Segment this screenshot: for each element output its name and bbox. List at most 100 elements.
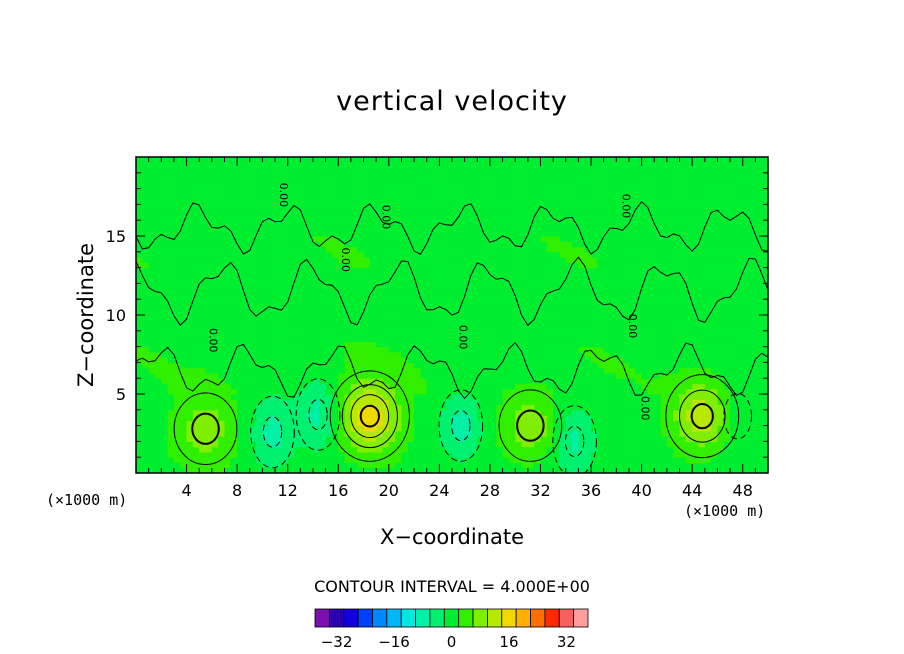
contour-cell [603,457,611,464]
contour-cell [647,409,655,416]
contour-cell [742,441,750,448]
contour-cell [553,209,561,216]
contour-cell [666,372,674,379]
contour-cell [584,283,592,290]
contour-cell [350,230,358,237]
contour-cell [540,293,548,300]
contour-cell [496,325,504,332]
contour-cell [173,214,181,221]
contour-cell [237,230,245,237]
contour-cell [142,420,150,427]
contour-cell [376,325,384,332]
contour-cell [154,304,162,311]
contour-cell [331,267,339,274]
contour-cell [300,383,308,390]
contour-cell [382,225,390,232]
contour-cell [262,309,270,316]
contour-cell [433,325,440,332]
contour-cell [268,362,276,369]
contour-cell [287,336,295,342]
contour-cell [515,394,523,400]
contour-cell [224,209,232,216]
contour-cell [578,251,586,258]
contour-cell [382,378,390,385]
contour-cell [730,325,737,332]
contour-cell [180,288,188,295]
contour-cell [730,367,737,374]
contour-cell [148,451,156,458]
contour-cell [407,357,415,363]
contour-cell [749,230,756,237]
contour-cell [502,272,510,279]
contour-cell [401,288,409,295]
contour-cell [470,415,478,421]
contour-cell [496,425,504,432]
contour-cell [357,404,365,411]
contour-cell [692,457,700,464]
contour-cell [382,404,390,411]
contour-cell [755,351,763,358]
contour-cell [736,346,744,353]
contour-cell [647,367,655,374]
contour-cell [407,415,415,421]
contour-cell [369,446,377,453]
contour-cell [312,467,320,473]
contour-cell [300,241,308,248]
contour-cell [350,225,358,232]
contour-cell [673,457,681,464]
contour-cell [224,309,232,316]
contour-cell [591,288,598,295]
contour-cell [755,230,763,237]
contour-cell [312,288,320,295]
contour-cell [256,462,263,469]
contour-cell [591,399,598,406]
contour-cell [281,341,289,348]
contour-cell [294,330,301,337]
contour-cell [755,462,763,469]
contour-cell [357,351,365,358]
contour-cell [249,272,257,279]
contour-cell [546,336,554,342]
contour-cell [736,409,744,416]
contour-cell [249,299,257,306]
contour-cell [287,293,295,300]
contour-cell [173,451,181,458]
contour-cell [477,214,485,221]
contour-cell [565,225,573,232]
contour-cell [395,436,403,442]
contour-cell [344,441,352,448]
contour-cell [420,451,428,458]
contour-cell [553,351,561,358]
contour-cell [496,462,504,469]
contour-cell [294,214,301,221]
contour-cell [534,357,542,363]
contour-cell [572,293,579,300]
contour-cell [148,299,156,306]
contour-cell [294,309,301,316]
contour-cell [553,293,561,300]
contour-cell [224,467,232,473]
contour-cell [433,436,440,442]
contour-cell [666,230,674,237]
contour-cell [199,394,207,400]
contour-cell [717,394,725,400]
contour-cell [344,230,352,237]
contour-cell [350,272,358,279]
contour-cell [306,325,314,332]
contour-cell [597,283,605,290]
contour-cell [704,378,712,385]
contour-cell [142,299,150,306]
contour-cell [331,293,339,300]
contour-cell [515,309,523,316]
contour-cell [496,351,504,358]
contour-cell [673,351,681,358]
contour-cell [205,209,213,216]
contour-cell [534,351,542,358]
contour-cell [559,394,567,400]
contour-cell [521,362,529,369]
contour-cell [464,425,472,432]
contour-cell [628,462,636,469]
contour-cell [445,304,453,311]
contour-cell [496,304,504,311]
contour-cell [470,467,478,473]
